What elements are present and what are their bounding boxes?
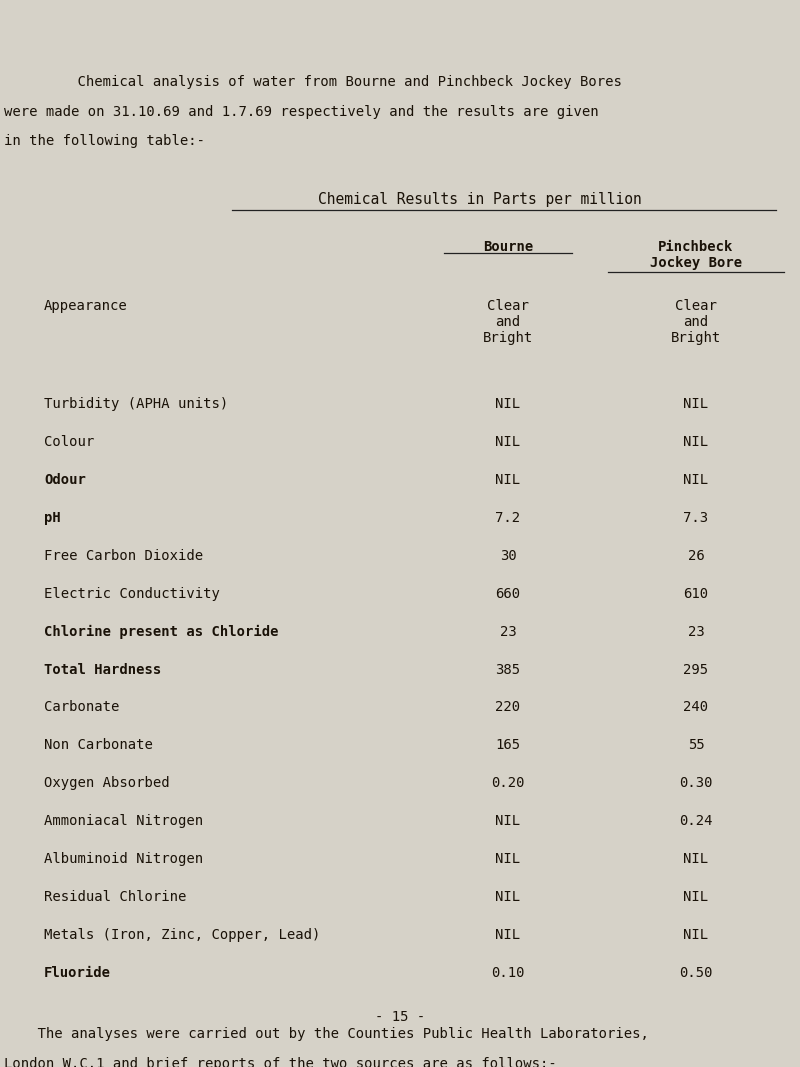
Text: 23: 23 (500, 624, 516, 639)
Text: NIL: NIL (495, 890, 521, 904)
Text: The analyses were carried out by the Counties Public Health Laboratories,: The analyses were carried out by the Cou… (4, 1026, 649, 1041)
Text: Fluoride: Fluoride (44, 966, 111, 980)
Text: NIL: NIL (683, 435, 709, 449)
Text: NIL: NIL (683, 890, 709, 904)
Text: 0.30: 0.30 (679, 776, 713, 791)
Text: Carbonate: Carbonate (44, 700, 119, 715)
Text: Electric Conductivity: Electric Conductivity (44, 587, 220, 601)
Text: were made on 31.10.69 and 1.7.69 respectively and the results are given: were made on 31.10.69 and 1.7.69 respect… (4, 105, 598, 118)
Text: Odour: Odour (44, 474, 86, 488)
Text: 0.50: 0.50 (679, 966, 713, 980)
Text: 385: 385 (495, 663, 521, 676)
Text: NIL: NIL (683, 398, 709, 412)
Text: NIL: NIL (495, 927, 521, 942)
Text: 610: 610 (683, 587, 709, 601)
Text: Total Hardness: Total Hardness (44, 663, 162, 676)
Text: NIL: NIL (683, 474, 709, 488)
Text: London W.C.1 and brief reports of the two sources are as follows:-: London W.C.1 and brief reports of the tw… (4, 1056, 557, 1067)
Text: 240: 240 (683, 700, 709, 715)
Text: Chemical Results in Parts per million: Chemical Results in Parts per million (318, 192, 642, 207)
Text: NIL: NIL (495, 398, 521, 412)
Text: Turbidity (APHA units): Turbidity (APHA units) (44, 398, 228, 412)
Text: - 15 -: - 15 - (375, 1010, 425, 1024)
Text: NIL: NIL (683, 927, 709, 942)
Text: 295: 295 (683, 663, 709, 676)
Text: Clear
and
Bright: Clear and Bright (483, 299, 533, 345)
Text: Oxygen Absorbed: Oxygen Absorbed (44, 776, 170, 791)
Text: Clear
and
Bright: Clear and Bright (671, 299, 721, 345)
Text: NIL: NIL (683, 851, 709, 866)
Text: Pinchbeck
Jockey Bore: Pinchbeck Jockey Bore (650, 240, 742, 270)
Text: Free Carbon Dioxide: Free Carbon Dioxide (44, 548, 203, 563)
Text: 220: 220 (495, 700, 521, 715)
Text: 660: 660 (495, 587, 521, 601)
Text: 7.2: 7.2 (495, 511, 521, 525)
Text: in the following table:-: in the following table:- (4, 134, 205, 148)
Text: 0.10: 0.10 (491, 966, 525, 980)
Text: Chlorine present as Chloride: Chlorine present as Chloride (44, 624, 278, 639)
Text: Residual Chlorine: Residual Chlorine (44, 890, 186, 904)
Text: pH: pH (44, 511, 61, 525)
Text: Chemical analysis of water from Bourne and Pinchbeck Jockey Bores: Chemical analysis of water from Bourne a… (44, 75, 622, 89)
Text: NIL: NIL (495, 851, 521, 866)
Text: Colour: Colour (44, 435, 94, 449)
Text: 0.24: 0.24 (679, 814, 713, 828)
Text: NIL: NIL (495, 435, 521, 449)
Text: Albuminoid Nitrogen: Albuminoid Nitrogen (44, 851, 203, 866)
Text: Bourne: Bourne (483, 240, 533, 254)
Text: 7.3: 7.3 (683, 511, 709, 525)
Text: NIL: NIL (495, 474, 521, 488)
Text: Metals (Iron, Zinc, Copper, Lead): Metals (Iron, Zinc, Copper, Lead) (44, 927, 320, 942)
Text: 165: 165 (495, 738, 521, 752)
Text: 26: 26 (688, 548, 704, 563)
Text: 55: 55 (688, 738, 704, 752)
Text: 0.20: 0.20 (491, 776, 525, 791)
Text: NIL: NIL (495, 814, 521, 828)
Text: Appearance: Appearance (44, 299, 128, 313)
Text: 23: 23 (688, 624, 704, 639)
Text: 30: 30 (500, 548, 516, 563)
Text: Ammoniacal Nitrogen: Ammoniacal Nitrogen (44, 814, 203, 828)
Text: Non Carbonate: Non Carbonate (44, 738, 153, 752)
